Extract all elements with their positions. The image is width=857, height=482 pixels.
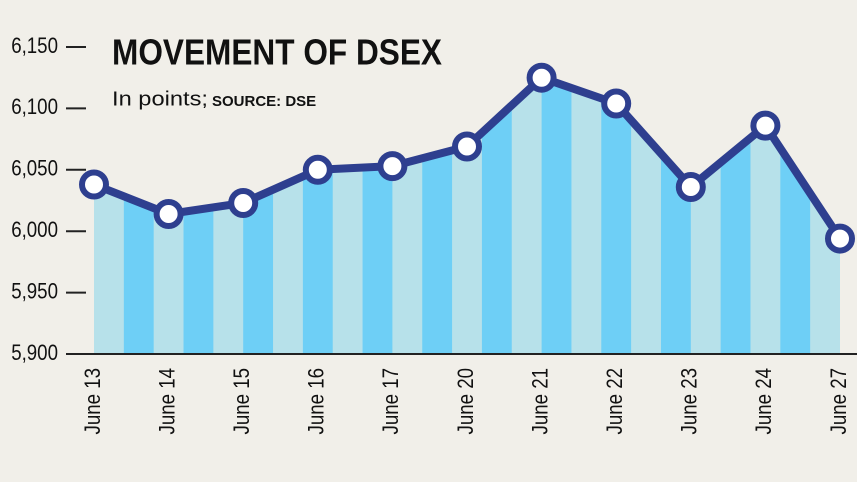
point (153, 199, 184, 230)
area-stripe (452, 77, 483, 354)
area-stripe (571, 77, 602, 354)
area-stripe (422, 77, 453, 354)
point (526, 62, 557, 93)
x-tick-label: June 16 (305, 368, 329, 435)
point (825, 223, 855, 254)
chart-source: SOURCE: DSE (212, 93, 316, 110)
chart-title: MOVEMENT OF DSEX (112, 32, 442, 73)
point (377, 151, 408, 182)
area-stripe (302, 77, 334, 354)
point (601, 88, 632, 119)
point (228, 187, 259, 218)
point (302, 154, 333, 185)
area-stripe (541, 77, 572, 354)
x-tick-label: June 23 (678, 368, 702, 435)
x-tick-label: June 14 (156, 368, 180, 435)
area-stripe (392, 77, 423, 354)
y-tick-label: 5,950 (11, 280, 58, 304)
area-stripe (153, 77, 185, 354)
area-stripe (631, 77, 662, 354)
area-stripe (810, 77, 840, 354)
y-tick-label: 6,100 (11, 96, 58, 120)
y-tick-label: 5,900 (11, 341, 58, 365)
area-stripe (123, 77, 155, 354)
y-tick-label: 6,150 (11, 34, 58, 58)
area-stripe (720, 77, 751, 354)
point (79, 169, 109, 200)
chart-subtitle: In points; (112, 88, 208, 110)
x-tick-label: June 21 (529, 368, 553, 435)
area-stripe (362, 77, 393, 354)
area-stripe (750, 77, 781, 354)
x-tick-label: June 15 (231, 368, 255, 435)
point (750, 110, 781, 141)
x-tick-label: June 17 (380, 368, 404, 435)
y-tick-label: 6,000 (11, 219, 58, 243)
point (452, 131, 482, 162)
x-tick-label: June 27 (827, 368, 851, 435)
area-stripe (511, 77, 543, 354)
area-stripe (481, 77, 513, 354)
area-stripe (601, 77, 632, 354)
x-tick-label: June 20 (454, 368, 478, 435)
x-tick-label: June 13 (81, 368, 105, 435)
area-stripe (183, 77, 214, 354)
point (675, 171, 706, 202)
x-tick-label: June 24 (753, 368, 777, 435)
y-tick-label: 6,050 (11, 157, 58, 181)
area-stripe (332, 77, 364, 354)
x-tick-label: June 22 (604, 368, 628, 435)
